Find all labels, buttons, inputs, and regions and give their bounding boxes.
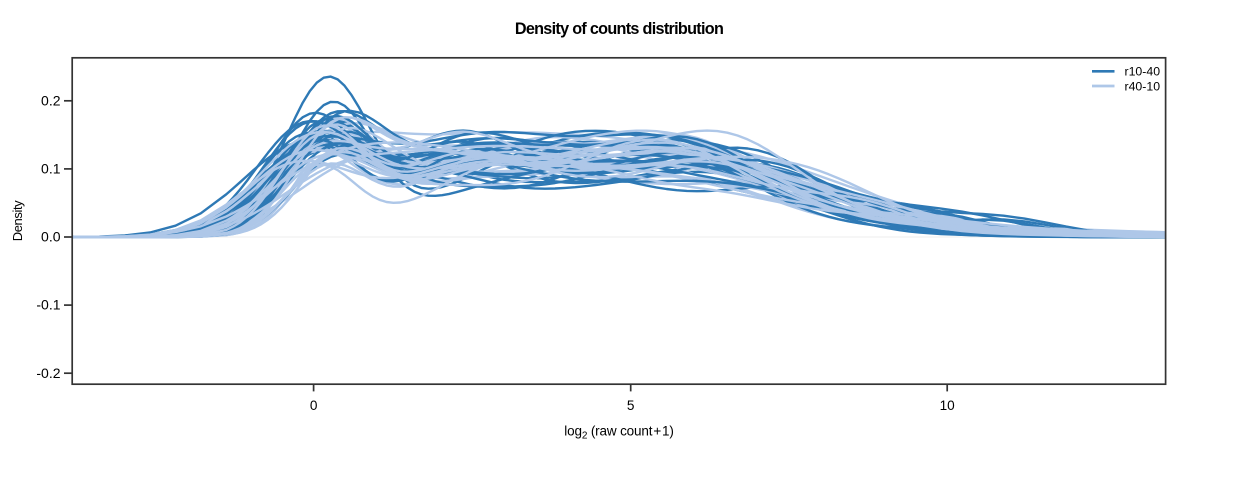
svg-text:log2 (raw count + 1): log2 (raw count + 1) bbox=[564, 424, 674, 442]
svg-text:5: 5 bbox=[627, 398, 635, 413]
svg-text:-0.1: -0.1 bbox=[36, 297, 60, 313]
svg-text:Density of counts distribution: Density of counts distribution bbox=[515, 20, 723, 38]
svg-text:10: 10 bbox=[940, 398, 956, 413]
svg-text:0.1: 0.1 bbox=[41, 161, 61, 177]
svg-text:Density: Density bbox=[10, 200, 25, 241]
svg-text:0: 0 bbox=[310, 398, 318, 413]
svg-text:r40-10: r40-10 bbox=[1125, 79, 1161, 93]
svg-text:r10-40: r10-40 bbox=[1125, 65, 1161, 79]
svg-text:0.0: 0.0 bbox=[41, 229, 61, 245]
svg-text:-0.2: -0.2 bbox=[36, 365, 60, 381]
svg-text:0.2: 0.2 bbox=[41, 92, 61, 108]
